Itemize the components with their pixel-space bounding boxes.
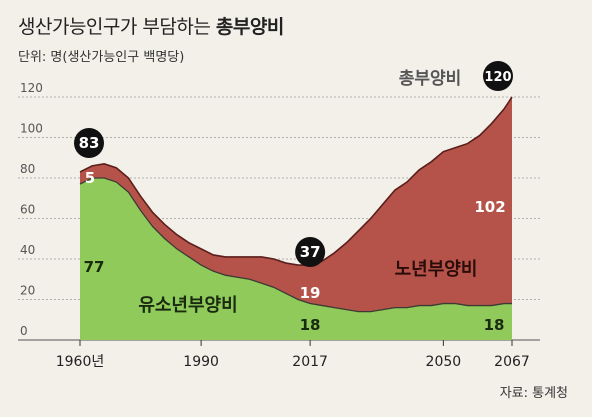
total-line: [79, 96, 513, 266]
data-value-label: 18: [300, 316, 321, 334]
source-note: 자료: 통계청: [499, 386, 568, 401]
total-badge-value: 120: [484, 70, 511, 85]
data-value-label: 18: [484, 316, 505, 334]
total-badge-value: 83: [79, 134, 100, 152]
x-tick-label: 2050: [426, 354, 462, 370]
y-tick-label: 80: [20, 162, 35, 176]
data-value-label: 19: [300, 284, 321, 302]
x-tick-label: 2017: [292, 354, 328, 370]
chart-title: 생산가능인구가 부담하는 총부양비: [18, 16, 284, 38]
x-tick-label: 1960년: [56, 354, 105, 370]
y-tick-label: 20: [20, 284, 35, 298]
total-badge: [295, 237, 326, 267]
y-tick-label: 120: [20, 81, 43, 95]
youth-series-label: 유소년부양비: [138, 295, 237, 316]
x-tick-label: 2067: [494, 354, 530, 370]
y-tick-label: 60: [20, 203, 35, 217]
total-badge: [74, 128, 104, 158]
y-tick-label: 0: [20, 324, 28, 338]
data-value-label: 77: [84, 258, 105, 276]
unit-note: 단위: 명(생산가능인구 백명당): [18, 50, 185, 65]
youth-boundary-line: [79, 177, 512, 313]
elderly-series-label: 노년부양비: [395, 259, 478, 280]
elderly-area: [80, 97, 512, 312]
total-series-label: 총부양비: [399, 69, 462, 89]
data-value-label: 5: [85, 169, 95, 187]
total-badge: [483, 61, 513, 91]
data-value-label: 102: [474, 198, 505, 216]
y-tick-label: 100: [20, 122, 43, 136]
y-tick-label: 40: [20, 243, 35, 257]
x-tick-label: 1990: [183, 354, 219, 370]
total-badge-value: 37: [300, 243, 321, 261]
youth-area: [80, 178, 512, 340]
